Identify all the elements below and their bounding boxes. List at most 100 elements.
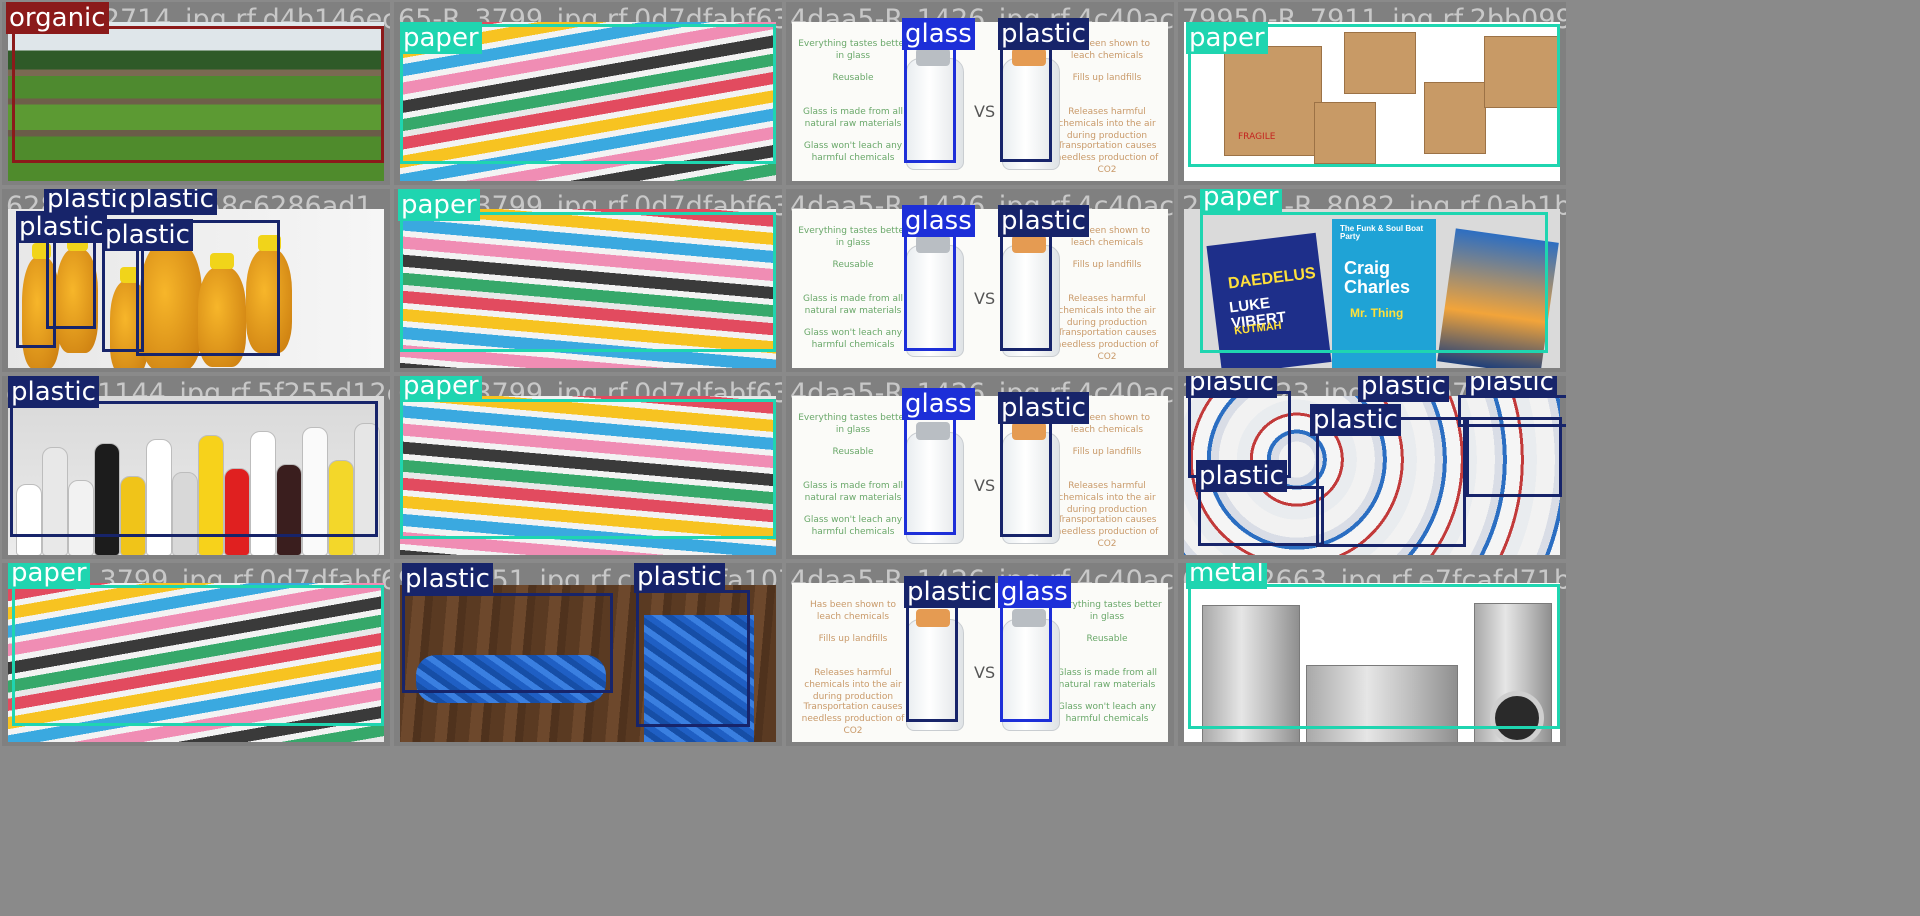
- image-tile[interactable]: 68-R_2663_jpg.rf.e7fcafd71bc metal: [1178, 563, 1566, 746]
- infographic-text: Transportation causes needless productio…: [801, 702, 905, 736]
- class-label-paper: paper: [400, 376, 482, 402]
- plastic-bounding-box: [1466, 417, 1562, 497]
- vs-text: VS: [974, 102, 996, 121]
- bottle-cap: [1012, 48, 1046, 66]
- class-label-glass: glass: [902, 18, 975, 50]
- tile-photo: [8, 583, 384, 742]
- infographic-text: Everything tastes better in glass: [798, 39, 908, 61]
- class-label-plastic: plastic: [1466, 376, 1557, 398]
- poster-text: The Funk & Soul Boat Party: [1340, 224, 1424, 242]
- vs-text: VS: [974, 476, 996, 495]
- paper-bounding-box: [400, 399, 776, 539]
- image-tile[interactable]: 65-O_12714_jpg.rf.d4b146ec7536b6f6organi…: [2, 2, 390, 185]
- class-label-plastic: plastic: [998, 18, 1089, 50]
- infographic-text: Has been shown to leach chemicals: [1063, 413, 1151, 435]
- plastic-bounding-box: [136, 220, 280, 356]
- plastic-bottle: [16, 484, 42, 555]
- honey-bear-bottle: [246, 235, 292, 353]
- bottle-cap: [916, 609, 950, 627]
- infographic-text: Has been shown to leach chemicals: [1063, 226, 1151, 248]
- plastic-bottle: [68, 480, 94, 555]
- poster-text: Mr. Thing: [1350, 306, 1404, 320]
- vs-text: VS: [974, 289, 996, 308]
- glass-bounding-box: [904, 415, 956, 535]
- honey-bear-bottle: [140, 227, 202, 368]
- vs-text: VS: [974, 663, 996, 682]
- infographic-text: Fills up landfills: [1072, 73, 1142, 83]
- infographic-text: Transportation causes needless productio…: [1055, 141, 1159, 175]
- cardboard-box: [1344, 32, 1416, 94]
- class-label-plastic: plastic: [1358, 376, 1449, 402]
- infographic-text: Everything tastes better in glass: [798, 413, 908, 435]
- infographic-text: Has been shown to leach chemicals: [1063, 39, 1151, 61]
- image-tile[interactable]: 65-R_3799_jpg.rf.0d7dfabf63e6fd167paper: [394, 2, 782, 185]
- plastic-bottle: [120, 476, 146, 555]
- class-label-paper: paper: [8, 563, 90, 589]
- image-tile[interactable]: 4daa5-R_1426_jpg.rf.4c40aceeb68179Everyt…: [786, 376, 1174, 559]
- class-label-paper: paper: [400, 22, 482, 54]
- infographic-text: Releases harmful chemicals into the air …: [804, 668, 902, 702]
- infographic-text: Fills up landfills: [818, 634, 888, 644]
- infographic-text: Glass won't leach any harmful chemicals: [803, 141, 903, 163]
- tile-photo: [400, 396, 776, 555]
- class-label-metal: metal: [1186, 563, 1267, 589]
- infographic-text: Releases harmful chemicals into the air …: [1058, 294, 1156, 328]
- image-tile[interactable]: 99-R_551_jpg.rf.cb39d2fa1072 plastic plast…: [394, 563, 782, 746]
- infographic-text: Reusable: [1086, 634, 1128, 644]
- plastic-bottle: [224, 468, 250, 555]
- plastic-bottle: [328, 460, 354, 555]
- glass-bottle: [906, 619, 964, 731]
- image-tile[interactable]: 4daa5-R_1426_jpg.rf.4c40aceeb68179Everyt…: [786, 189, 1174, 372]
- poster: [1332, 219, 1436, 368]
- image-tile[interactable]: 4daa5-R_1426_jpg.rf.4c40aceeb68179Everyt…: [786, 2, 1174, 185]
- image-tile[interactable]: 4daa5-R_1426_jpg.rf.4c40aceeb6815Has bee…: [786, 563, 1174, 746]
- organic-bounding-box: [12, 26, 384, 163]
- infographic-text: Everything tastes better in glass: [798, 226, 908, 248]
- class-label-plastic: plastic: [8, 376, 99, 408]
- paper-bounding-box: [1188, 24, 1560, 167]
- infographic-text: Glass is made from all natural raw mater…: [803, 481, 903, 503]
- image-tile[interactable]: 628-R_jpg.rf.1f58c6286ad1plasticplasticp…: [2, 189, 390, 372]
- infographic-text: Has been shown to leach chemicals: [809, 600, 897, 622]
- metal-tin: [1202, 605, 1300, 742]
- plastic-bounding-box: [402, 593, 613, 693]
- infographic-text: Transportation causes needless productio…: [1055, 515, 1159, 549]
- class-label-plastic: plastic: [102, 219, 193, 251]
- fragile-text: FRAGILE: [1238, 132, 1276, 142]
- metal-tin: [1306, 665, 1458, 742]
- plastic-bounding-box: [1198, 486, 1324, 546]
- image-tile[interactable]: 2d5a51-R_8082_jpg.rf.0ab1bf2f5b2DAEDELUS…: [1178, 189, 1566, 372]
- bottle-cap: [1012, 609, 1046, 627]
- infographic-text: Glass won't leach any harmful chemicals: [1057, 702, 1157, 724]
- paper-bounding-box: [1200, 212, 1548, 353]
- tile-photo: Everything tastes better in glass Reusabl…: [792, 22, 1168, 181]
- image-tile[interactable]: 23-R_423_jpg.rf.31e73 plastic plastic plast…: [1178, 376, 1566, 559]
- tin-opening: [1490, 691, 1544, 742]
- class-label-plastic: plastic: [402, 563, 493, 595]
- plastic-bounding-box: [1316, 417, 1466, 547]
- image-tile[interactable]: 365-R_3799_jpg.rf.0d7dfabf63e6paper: [2, 563, 390, 746]
- tile-photo: Has been shown to leach chemicals Fills u…: [792, 583, 1168, 742]
- bottle-cap: [1012, 235, 1046, 253]
- class-label-plastic: plastic: [998, 392, 1089, 424]
- image-tile[interactable]: 79950-R_7911_jpg.rf.2bb099718FRAGILEpape…: [1178, 2, 1566, 185]
- plastic-bounding-box: [1000, 419, 1052, 537]
- infographic-text: Glass is made from all natural raw mater…: [803, 294, 903, 316]
- plastic-bottle: [42, 447, 68, 555]
- glass-bounding-box: [904, 46, 956, 163]
- plastic-bounding-box: [636, 590, 750, 727]
- honey-bear-bottle: [198, 253, 246, 367]
- infographic-text: Reusable: [832, 73, 874, 83]
- blue-bag: [416, 655, 606, 703]
- infographic-text: Releases harmful chemicals into the air …: [1058, 481, 1156, 515]
- class-label-plastic: plastic: [904, 576, 995, 608]
- infographic-text: Fills up landfills: [1072, 260, 1142, 270]
- tile-photo: Everything tastes better in glass Reusabl…: [792, 396, 1168, 555]
- cardboard-box: [1314, 102, 1376, 164]
- image-tile[interactable]: 65-R_3799_jpg.rf.0d7dfabf63e6fd167paper: [394, 189, 782, 372]
- image-tile[interactable]: cbb-R_1144_jpg.rf.5f255d12dbcplastic: [2, 376, 390, 559]
- image-tile[interactable]: 65-R_3799_jpg.rf.0d7dfabf63e6fd167paper: [394, 376, 782, 559]
- infographic-text: Glass won't leach any harmful chemicals: [803, 328, 903, 350]
- tile-photo: Everything tastes better in glass Reusabl…: [792, 209, 1168, 368]
